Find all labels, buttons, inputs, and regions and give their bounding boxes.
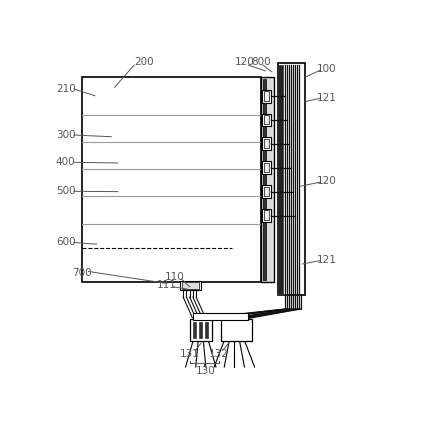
Bar <box>193 313 248 320</box>
Text: 300: 300 <box>56 130 75 140</box>
Bar <box>264 91 269 101</box>
Bar <box>180 281 201 290</box>
Bar <box>264 187 269 196</box>
Text: 400: 400 <box>56 157 75 167</box>
Text: 121: 121 <box>317 255 337 264</box>
Bar <box>82 77 261 282</box>
Bar <box>264 139 269 148</box>
Bar <box>199 322 202 338</box>
Bar <box>264 210 269 220</box>
Bar <box>190 319 213 342</box>
Bar <box>262 113 271 127</box>
Bar <box>264 163 269 172</box>
Bar <box>261 77 274 282</box>
Text: 111: 111 <box>157 280 177 290</box>
Text: 100: 100 <box>317 63 336 74</box>
Text: 110: 110 <box>165 272 185 282</box>
Bar <box>193 322 196 338</box>
Bar <box>221 319 252 342</box>
Text: 800: 800 <box>252 57 271 67</box>
Text: 120: 120 <box>317 176 336 186</box>
Bar <box>205 322 208 338</box>
Bar <box>262 137 271 150</box>
Text: 132: 132 <box>209 349 229 359</box>
Text: 600: 600 <box>56 237 75 248</box>
Bar <box>262 185 271 198</box>
Bar <box>262 89 271 103</box>
Bar <box>264 115 269 124</box>
Bar <box>181 282 200 288</box>
Text: 120: 120 <box>235 57 255 67</box>
Text: 130: 130 <box>195 366 215 376</box>
Text: 500: 500 <box>56 187 75 196</box>
Text: 700: 700 <box>72 268 92 278</box>
Bar <box>278 65 283 294</box>
Text: 210: 210 <box>56 84 75 94</box>
Text: 200: 200 <box>134 57 154 67</box>
Bar <box>263 79 266 280</box>
Bar <box>278 63 306 295</box>
Text: 131: 131 <box>180 349 200 359</box>
Bar <box>262 161 271 174</box>
Bar <box>262 209 271 222</box>
Text: 121: 121 <box>317 93 337 102</box>
